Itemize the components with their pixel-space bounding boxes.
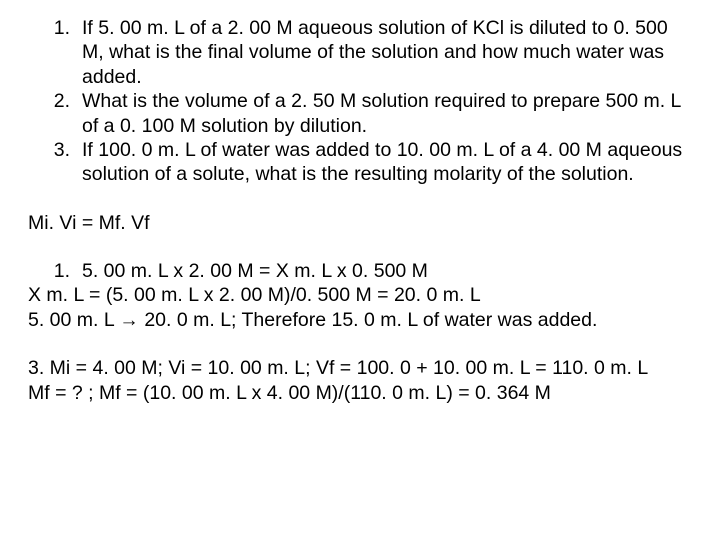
question-text: If 100. 0 m. L of water was added to 10.… — [82, 138, 692, 187]
question-number: 3. — [28, 138, 82, 187]
answer-fragment: 20. 0 m. L; Therefore 15. 0 m. L of wate… — [139, 309, 598, 331]
answer-number: 1. — [28, 259, 82, 283]
question-item: 3. If 100. 0 m. L of water was added to … — [28, 138, 692, 187]
answer-line: 1. 5. 00 m. L x 2. 00 M = X m. L x 0. 50… — [28, 259, 692, 283]
answer-text: Mf = ? ; Mf = (10. 00 m. L x 4. 00 M)/(1… — [28, 381, 692, 405]
answer-text: 3. Mi = 4. 00 M; Vi = 10. 00 m. L; Vf = … — [28, 356, 692, 380]
question-item: 2. What is the volume of a 2. 50 M solut… — [28, 89, 692, 138]
question-text: If 5. 00 m. L of a 2. 00 M aqueous solut… — [82, 16, 692, 89]
answer-text: 5. 00 m. L → 20. 0 m. L; Therefore 15. 0… — [28, 308, 692, 332]
question-text: What is the volume of a 2. 50 M solution… — [82, 89, 692, 138]
answer-fragment: 5. 00 m. L — [28, 309, 119, 331]
answer-text: 5. 00 m. L x 2. 00 M = X m. L x 0. 500 M — [82, 259, 692, 283]
question-number: 2. — [28, 89, 82, 138]
question-number: 1. — [28, 16, 82, 89]
formula-line: Mi. Vi = Mf. Vf — [28, 211, 692, 235]
slide-page: 1. If 5. 00 m. L of a 2. 00 M aqueous so… — [0, 0, 720, 405]
question-item: 1. If 5. 00 m. L of a 2. 00 M aqueous so… — [28, 16, 692, 89]
answer-text: X m. L = (5. 00 m. L x 2. 00 M)/0. 500 M… — [28, 283, 692, 307]
answer-block-3: 3. Mi = 4. 00 M; Vi = 10. 00 m. L; Vf = … — [28, 356, 692, 405]
question-list: 1. If 5. 00 m. L of a 2. 00 M aqueous so… — [28, 16, 692, 187]
arrow-icon: → — [119, 309, 139, 331]
answer-block-1: 1. 5. 00 m. L x 2. 00 M = X m. L x 0. 50… — [28, 259, 692, 332]
